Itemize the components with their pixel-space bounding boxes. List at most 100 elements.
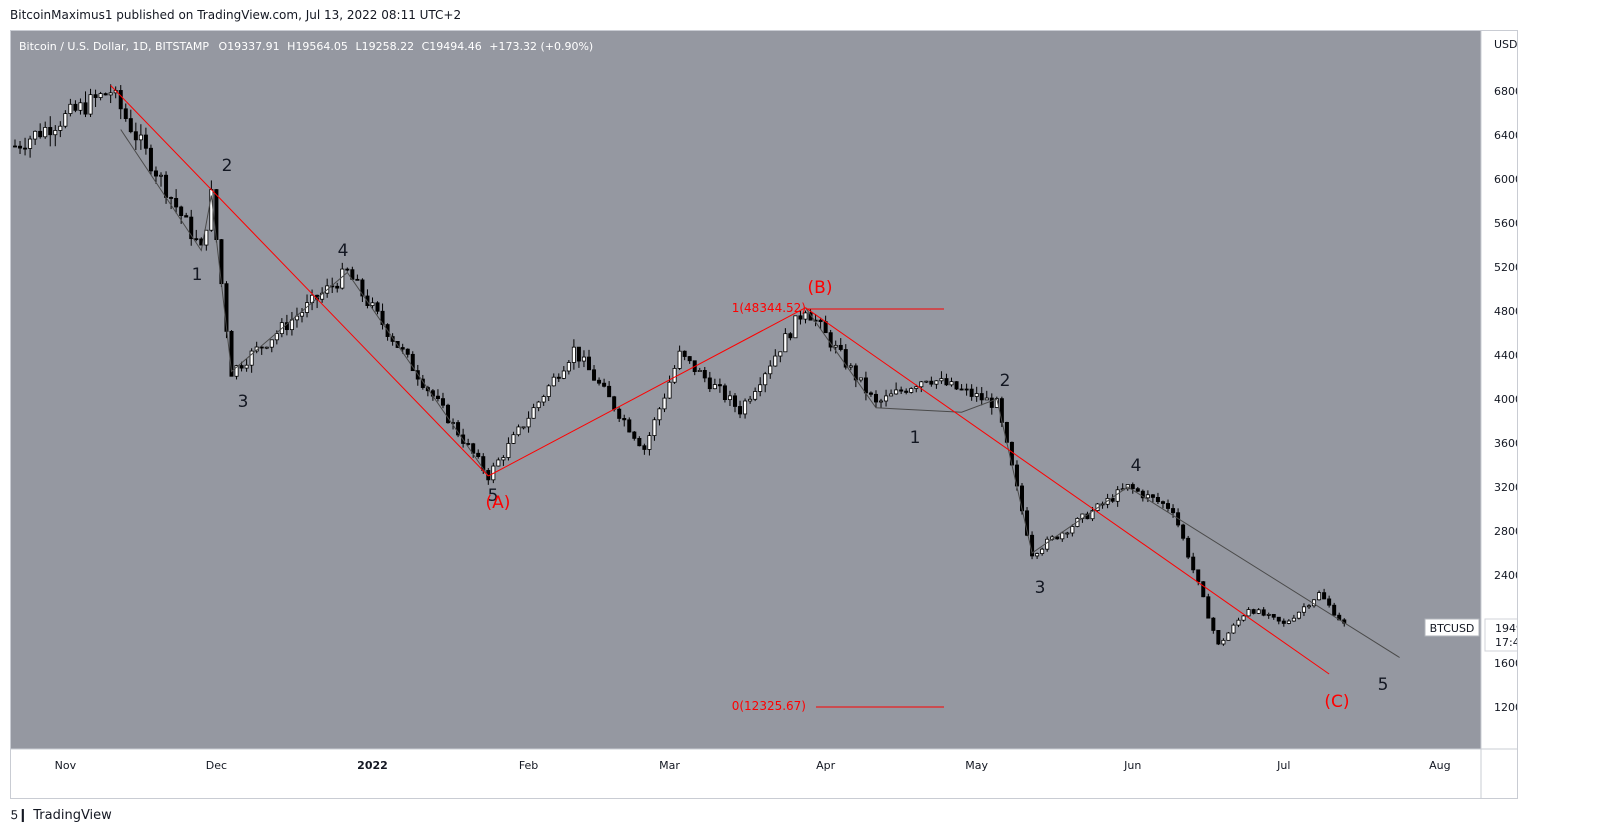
candle <box>148 144 153 175</box>
candle <box>617 407 622 422</box>
publish-info: BitcoinMaximus1 published on TradingView… <box>10 8 462 22</box>
candle <box>1060 531 1065 542</box>
candle <box>1327 595 1332 608</box>
candle <box>471 442 476 458</box>
candle <box>38 123 43 139</box>
candle <box>143 127 148 155</box>
candle <box>1130 482 1135 494</box>
candle <box>571 339 576 370</box>
wave-label-a1: 1 <box>192 265 203 285</box>
candle <box>501 455 506 466</box>
candle <box>717 378 722 393</box>
candle <box>697 367 702 372</box>
time-tick-8: Jul <box>1276 759 1290 772</box>
candle <box>33 130 38 145</box>
candle <box>1251 608 1256 615</box>
candle <box>360 278 365 303</box>
trend-line-1 <box>488 307 806 477</box>
candle <box>264 346 269 350</box>
candle <box>335 282 340 293</box>
wave-label-a2: 2 <box>222 156 233 176</box>
footer-brand[interactable]: 𝟻❙ TradingView <box>10 808 112 823</box>
price-axis[interactable]: USD 68000.00 64000.00 60000.00 56000.00 5200… <box>1494 38 1517 714</box>
candle <box>1236 617 1241 628</box>
price-tick-10: 28000.00 <box>1494 525 1517 538</box>
candle <box>269 339 274 353</box>
svg-text:Bitcoin / U.S. Dollar, 1D, BIT: Bitcoin / U.S. Dollar, 1D, BITSTAMP O193… <box>19 40 593 53</box>
currency-label: USD <box>1494 38 1517 51</box>
candle <box>929 376 934 387</box>
candle <box>627 417 632 433</box>
candle <box>592 365 597 381</box>
candle <box>597 377 602 386</box>
candle <box>949 377 954 387</box>
price-tick-2: 60000.00 <box>1494 173 1517 186</box>
candle <box>108 84 113 104</box>
candle <box>652 417 657 441</box>
candle <box>622 414 627 427</box>
plot-area[interactable] <box>11 31 1481 749</box>
candle <box>355 274 360 281</box>
candle <box>446 403 451 424</box>
candle <box>647 432 652 456</box>
candle <box>979 387 984 406</box>
price-tick-5: 48000.00 <box>1494 305 1517 318</box>
price-tick-7: 40000.00 <box>1494 393 1517 406</box>
candle <box>138 124 143 150</box>
wave-label-b: (B) <box>808 278 833 298</box>
candle <box>556 373 561 382</box>
candle <box>390 333 395 346</box>
candle <box>1301 603 1306 617</box>
candle <box>1271 613 1276 620</box>
time-tick-1: Dec <box>206 759 227 772</box>
candle <box>1065 531 1070 538</box>
candle <box>1070 524 1075 537</box>
wave-label-c2: 2 <box>1000 371 1011 391</box>
candle <box>944 373 949 386</box>
candle <box>88 88 93 118</box>
candle <box>48 116 53 147</box>
candle <box>1035 552 1040 559</box>
candle <box>904 388 909 395</box>
candle <box>506 437 511 461</box>
candle <box>1155 492 1160 504</box>
time-tick-7: Jun <box>1123 759 1141 772</box>
candle <box>68 98 73 117</box>
candle <box>1110 494 1115 503</box>
candle <box>189 209 194 246</box>
candle <box>63 110 68 129</box>
candle <box>677 345 682 371</box>
candle <box>894 382 899 395</box>
candle <box>566 360 571 375</box>
candle <box>939 371 944 384</box>
candle <box>1181 523 1186 541</box>
chart-panel[interactable]: 1(48344.52) 0(12325.67) Bitcoin / U.S. D… <box>10 30 1518 799</box>
price-tick-8: 36000.00 <box>1494 437 1517 450</box>
candle <box>1150 494 1155 503</box>
candle <box>969 384 974 401</box>
price-tick-1: 64000.00 <box>1494 129 1517 142</box>
candle <box>1246 607 1251 617</box>
elliott-wave-path-0 <box>120 129 489 477</box>
candle <box>83 91 88 118</box>
candle <box>1231 623 1236 634</box>
price-tick-9: 32000.00 <box>1494 481 1517 494</box>
price-tick-3: 56000.00 <box>1494 217 1517 230</box>
candle <box>1160 500 1165 509</box>
candle <box>244 359 249 372</box>
candle <box>169 196 174 210</box>
candle <box>194 229 199 242</box>
price-tick-13: 12000.00 <box>1494 701 1517 714</box>
candle <box>128 109 133 134</box>
time-tick-9: Aug <box>1429 759 1450 772</box>
candle <box>682 350 687 361</box>
candle <box>783 328 788 353</box>
wave-label-c5: 5 <box>1378 675 1389 695</box>
elliott-wave-path-1 <box>805 307 1400 658</box>
time-axis[interactable]: Nov Dec 2022 Feb Mar Apr May Jun Jul Aug <box>55 759 1451 772</box>
time-tick-6: May <box>965 759 988 772</box>
candle <box>803 310 808 324</box>
candle <box>954 381 959 390</box>
candle <box>58 121 63 138</box>
candle <box>722 383 727 403</box>
